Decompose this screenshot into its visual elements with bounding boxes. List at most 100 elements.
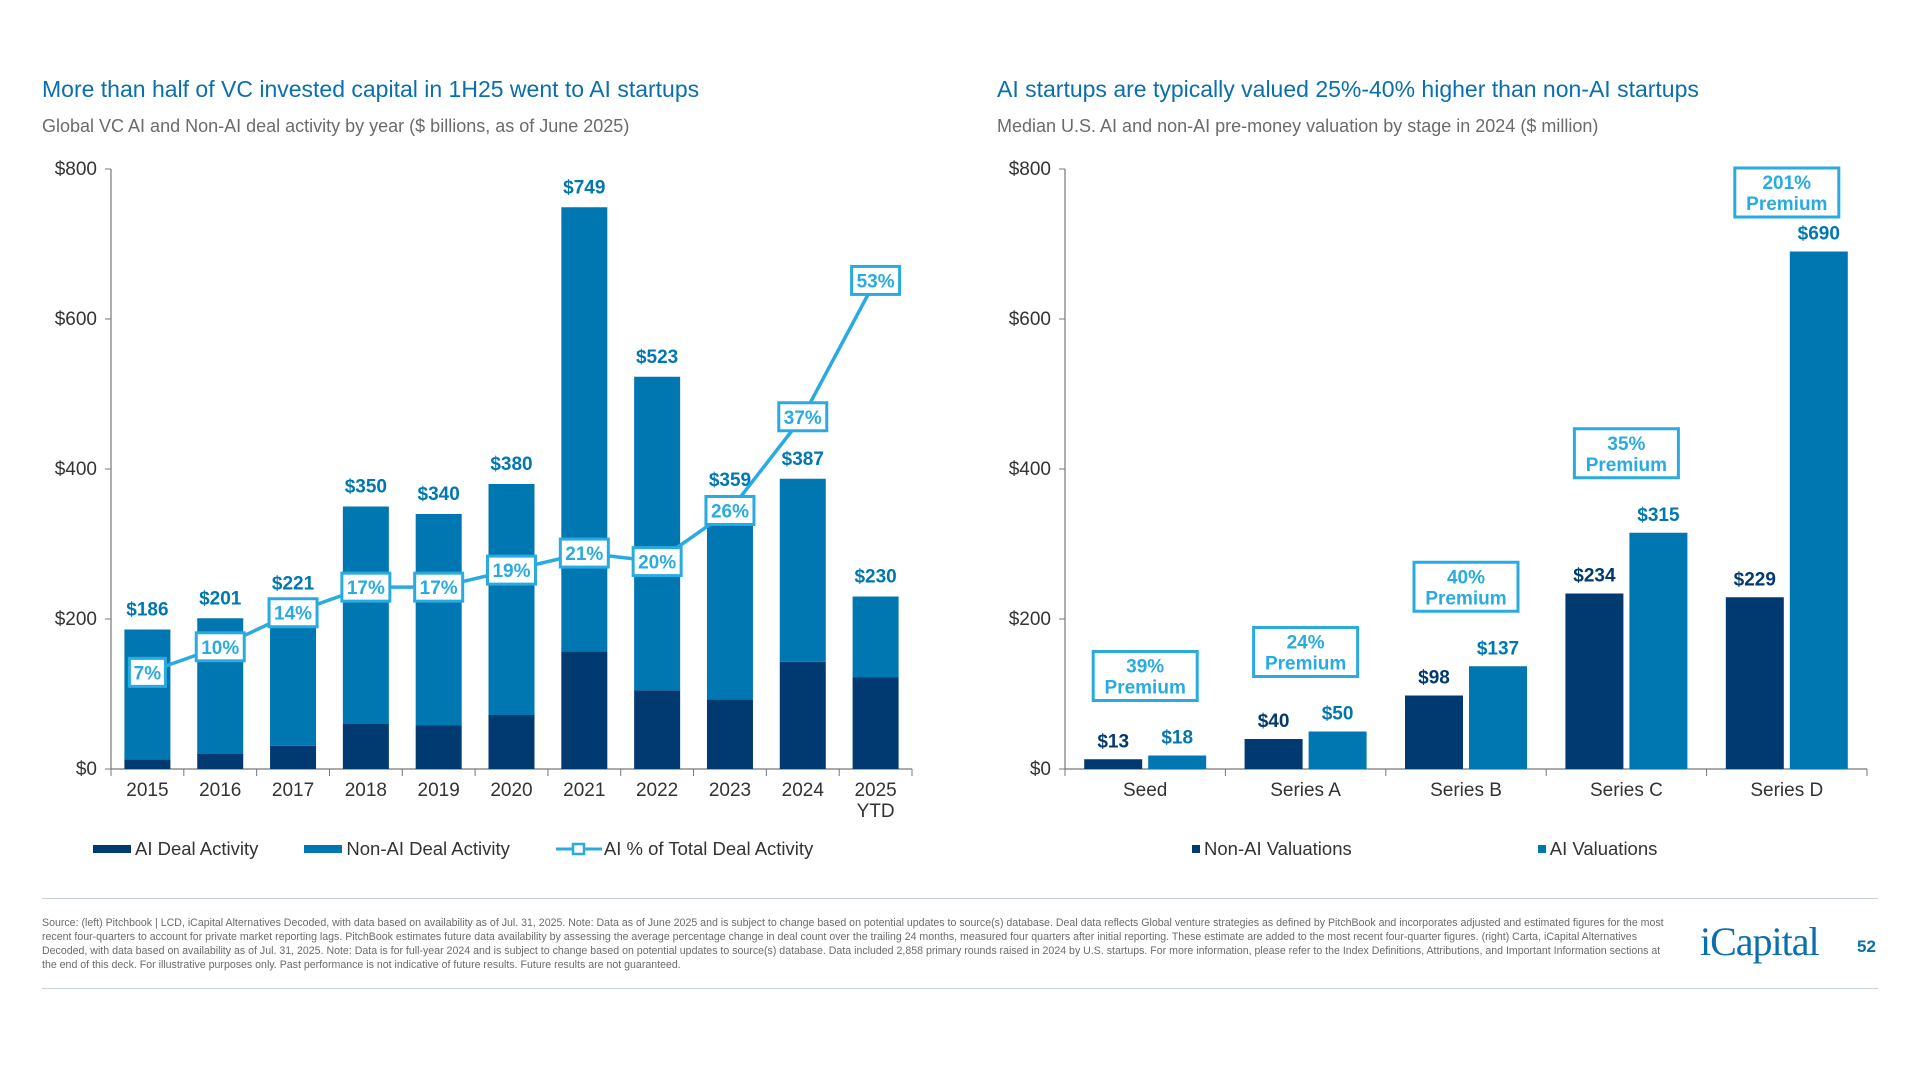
right-y-tick-label: $200 bbox=[1009, 609, 1051, 630]
premium-word-label: Premium bbox=[1586, 455, 1667, 476]
ai-pct-label: 26% bbox=[711, 501, 749, 522]
legend-label-ai: AI Deal Activity bbox=[135, 838, 259, 859]
premium-pct-label: 39% bbox=[1126, 657, 1164, 678]
legend-label-ai-pct: AI % of Total Deal Activity bbox=[603, 838, 814, 859]
non-ai-deal-bar bbox=[124, 629, 171, 760]
right-y-tick-label: $400 bbox=[1009, 459, 1051, 480]
non-ai-deal-bar bbox=[779, 478, 826, 662]
non-ai-deal-bar bbox=[561, 207, 608, 652]
non-ai-value-label: $13 bbox=[1097, 731, 1129, 752]
ai-pct-label: 14% bbox=[274, 604, 312, 625]
premium-pct-label: 24% bbox=[1287, 633, 1325, 654]
non-ai-deal-bar bbox=[634, 376, 681, 691]
ai-pct-label: 10% bbox=[201, 638, 239, 659]
ai-pct-marker bbox=[194, 631, 246, 663]
ai-valuation-bar bbox=[1469, 666, 1527, 769]
non-ai-valuation-bar bbox=[1565, 593, 1624, 769]
left-y-tick-label: $600 bbox=[55, 309, 97, 330]
x-tick-label: 2022 bbox=[636, 780, 678, 801]
premium-callout-box bbox=[1252, 626, 1360, 678]
premium-pct-label: 201% bbox=[1762, 173, 1811, 194]
x-tick-label: Series C bbox=[1590, 780, 1663, 801]
ai-pct-label: 37% bbox=[784, 408, 822, 429]
ai-deal-bar bbox=[634, 690, 681, 769]
ai-valuation-bar bbox=[1789, 251, 1848, 769]
ai-pct-marker bbox=[340, 571, 392, 603]
x-tick-label: Series D bbox=[1750, 780, 1823, 801]
ai-deal-bar bbox=[779, 661, 826, 769]
total-label: $340 bbox=[418, 484, 460, 505]
non-ai-valuation-bar bbox=[1405, 695, 1463, 769]
left-y-tick-label: $400 bbox=[55, 459, 97, 480]
ai-valuation-bar bbox=[1148, 755, 1207, 769]
ai-pct-marker bbox=[267, 597, 319, 629]
x-tick-label: Series A bbox=[1270, 780, 1341, 801]
x-tick-label: Series B bbox=[1430, 780, 1502, 801]
non-ai-deal-bar bbox=[706, 499, 753, 700]
ai-deal-bar bbox=[852, 677, 899, 769]
ai-deal-bar bbox=[415, 725, 462, 769]
right-legend: Non-AI Valuations AI Valuations bbox=[1192, 838, 1657, 860]
x-tick-label: 2024 bbox=[782, 780, 825, 801]
ai-pct-marker bbox=[777, 401, 829, 433]
ai-deal-bar bbox=[124, 759, 171, 769]
legend-label-ai-val: AI Valuations bbox=[1549, 838, 1658, 859]
non-ai-value-label: $229 bbox=[1734, 569, 1776, 590]
ai-value-label: $18 bbox=[1161, 728, 1193, 749]
x-tick-label: 2016 bbox=[199, 780, 241, 801]
left-legend: AI Deal Activity Non-AI Deal Activity AI… bbox=[93, 838, 813, 860]
ai-pct-marker bbox=[127, 656, 167, 688]
ai-value-label: $315 bbox=[1637, 505, 1680, 526]
ai-deal-bar bbox=[270, 745, 317, 769]
total-label: $749 bbox=[563, 177, 605, 198]
premium-word-label: Premium bbox=[1425, 588, 1506, 609]
non-ai-deal-bar bbox=[342, 506, 389, 724]
legend-swatch-non-ai-val bbox=[1192, 845, 1200, 853]
x-tick-label: 2019 bbox=[418, 780, 460, 801]
ai-value-label: $690 bbox=[1798, 224, 1840, 245]
non-ai-deal-bar bbox=[415, 514, 462, 726]
ai-pct-marker bbox=[704, 494, 756, 526]
total-label: $221 bbox=[272, 573, 315, 594]
ai-deal-bar bbox=[706, 699, 753, 769]
total-label: $201 bbox=[199, 588, 242, 609]
right-chart-subtitle: Median U.S. AI and non-AI pre-money valu… bbox=[997, 116, 1599, 136]
ai-value-label: $50 bbox=[1322, 704, 1354, 725]
right-y-tick-label: $600 bbox=[1009, 309, 1051, 330]
legend-swatch-ai-val bbox=[1537, 845, 1546, 853]
x-tick-label: 2020 bbox=[490, 780, 532, 801]
non-ai-value-label: $40 bbox=[1258, 711, 1290, 732]
ai-pct-marker bbox=[850, 264, 902, 296]
ai-pct-marker bbox=[631, 546, 683, 578]
non-ai-valuation-bar bbox=[1725, 597, 1784, 769]
ai-deal-bar bbox=[488, 715, 535, 769]
total-label: $230 bbox=[854, 567, 896, 588]
legend-label-non-ai-val: Non-AI Valuations bbox=[1204, 838, 1352, 859]
premium-callout-box bbox=[1091, 650, 1199, 702]
ai-pct-marker bbox=[486, 554, 537, 586]
right-y-tick-label: $0 bbox=[1030, 759, 1051, 780]
ai-pct-label: 7% bbox=[134, 663, 162, 684]
left-y-tick-label: $200 bbox=[55, 609, 97, 630]
ai-deal-bar bbox=[197, 754, 244, 769]
right-y-tick-label: $800 bbox=[1009, 159, 1051, 180]
non-ai-value-label: $234 bbox=[1573, 566, 1616, 587]
page-number: 52 bbox=[1857, 937, 1876, 956]
premium-pct-label: 35% bbox=[1607, 434, 1645, 455]
ai-deal-bar bbox=[561, 651, 608, 769]
non-ai-deal-bar bbox=[488, 484, 535, 715]
ai-pct-label: 21% bbox=[565, 544, 603, 565]
legend-line-marker-icon bbox=[555, 842, 602, 856]
x-tick-label: Seed bbox=[1123, 780, 1167, 801]
non-ai-deal-bar bbox=[852, 596, 899, 678]
left-y-tick-label: $800 bbox=[55, 159, 97, 180]
left-chart-title: More than half of VC invested capital in… bbox=[42, 76, 700, 102]
legend-swatch-non-ai bbox=[304, 845, 343, 853]
premium-callout-box bbox=[1572, 427, 1680, 480]
x-tick-label: 2021 bbox=[563, 780, 605, 801]
ai-pct-marker bbox=[413, 571, 465, 603]
total-label: $186 bbox=[126, 600, 168, 621]
legend-label-non-ai: Non-AI Deal Activity bbox=[346, 838, 510, 859]
premium-word-label: Premium bbox=[1746, 194, 1827, 215]
